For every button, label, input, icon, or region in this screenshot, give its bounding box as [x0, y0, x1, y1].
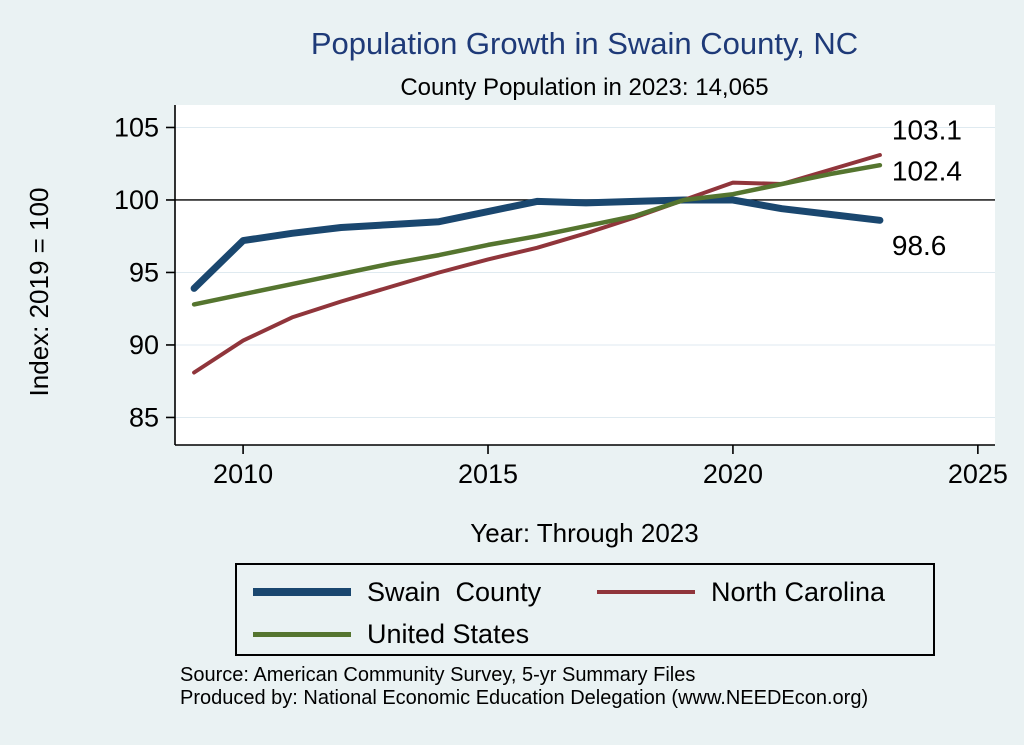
- legend-item-united-states: United States: [253, 618, 530, 649]
- produced-by-line: Produced by: National Economic Education…: [180, 687, 869, 709]
- end-label-united-states: 102.4: [892, 156, 962, 187]
- series-line-united-states: [191, 162, 883, 307]
- x-tick-label: 2015: [458, 459, 518, 489]
- y-tick-label: 100: [114, 185, 159, 215]
- north-carolina-line-swatch: [597, 590, 695, 594]
- end-label-swain-county: 98.6: [892, 230, 947, 261]
- end-label-north-carolina: 103.1: [892, 115, 962, 146]
- swain-county-line-swatch: [253, 588, 351, 596]
- chart-title: Population Growth in Swain County, NC: [310, 26, 859, 61]
- chart-subtitle: County Population in 2023: 14,065: [400, 74, 769, 101]
- united-states-line-swatch: [253, 631, 351, 637]
- legend: Swain County North Carolina United State…: [235, 563, 935, 656]
- y-tick-label: 85: [129, 402, 159, 432]
- y-tick-label: 90: [129, 330, 159, 360]
- x-tick-label: 2025: [948, 459, 1008, 489]
- legend-label-swain-county: Swain County: [367, 576, 542, 607]
- legend-item-north-carolina: North Carolina: [597, 576, 886, 607]
- legend-label-north-carolina: North Carolina: [711, 576, 886, 607]
- x-tick-label: 2020: [703, 459, 763, 489]
- legend-label-united-states: United States: [367, 618, 530, 649]
- source-line: Source: American Community Survey, 5-yr …: [180, 664, 696, 686]
- plot-area: 85 90 95 100 105 2010 2015 2020 2025 98.6 103.1 102…: [114, 105, 1008, 489]
- series-line-north-carolina: [192, 153, 882, 375]
- y-tick-label: 105: [114, 112, 159, 142]
- y-tick-label: 95: [129, 257, 159, 287]
- legend-item-swain-county: Swain County: [253, 576, 542, 607]
- x-tick-label: 2010: [213, 459, 273, 489]
- source-note: Source: American Community Survey, 5-yr …: [180, 664, 868, 710]
- series-line-swain-county: [190, 196, 884, 292]
- x-axis-label: Year: Through 2023: [470, 518, 699, 548]
